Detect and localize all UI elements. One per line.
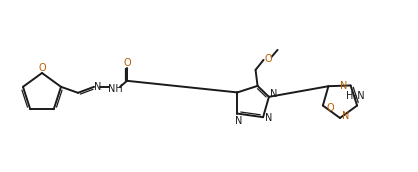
- Text: O: O: [326, 103, 334, 112]
- Text: N: N: [270, 89, 278, 99]
- Text: O: O: [265, 54, 273, 64]
- Text: N: N: [340, 81, 347, 92]
- Text: O: O: [38, 63, 46, 73]
- Text: NH: NH: [108, 84, 122, 94]
- Text: H₂N: H₂N: [346, 91, 364, 101]
- Text: N: N: [235, 116, 242, 126]
- Text: N: N: [342, 111, 350, 121]
- Text: N: N: [265, 113, 273, 123]
- Text: N: N: [94, 82, 102, 92]
- Text: O: O: [123, 58, 131, 68]
